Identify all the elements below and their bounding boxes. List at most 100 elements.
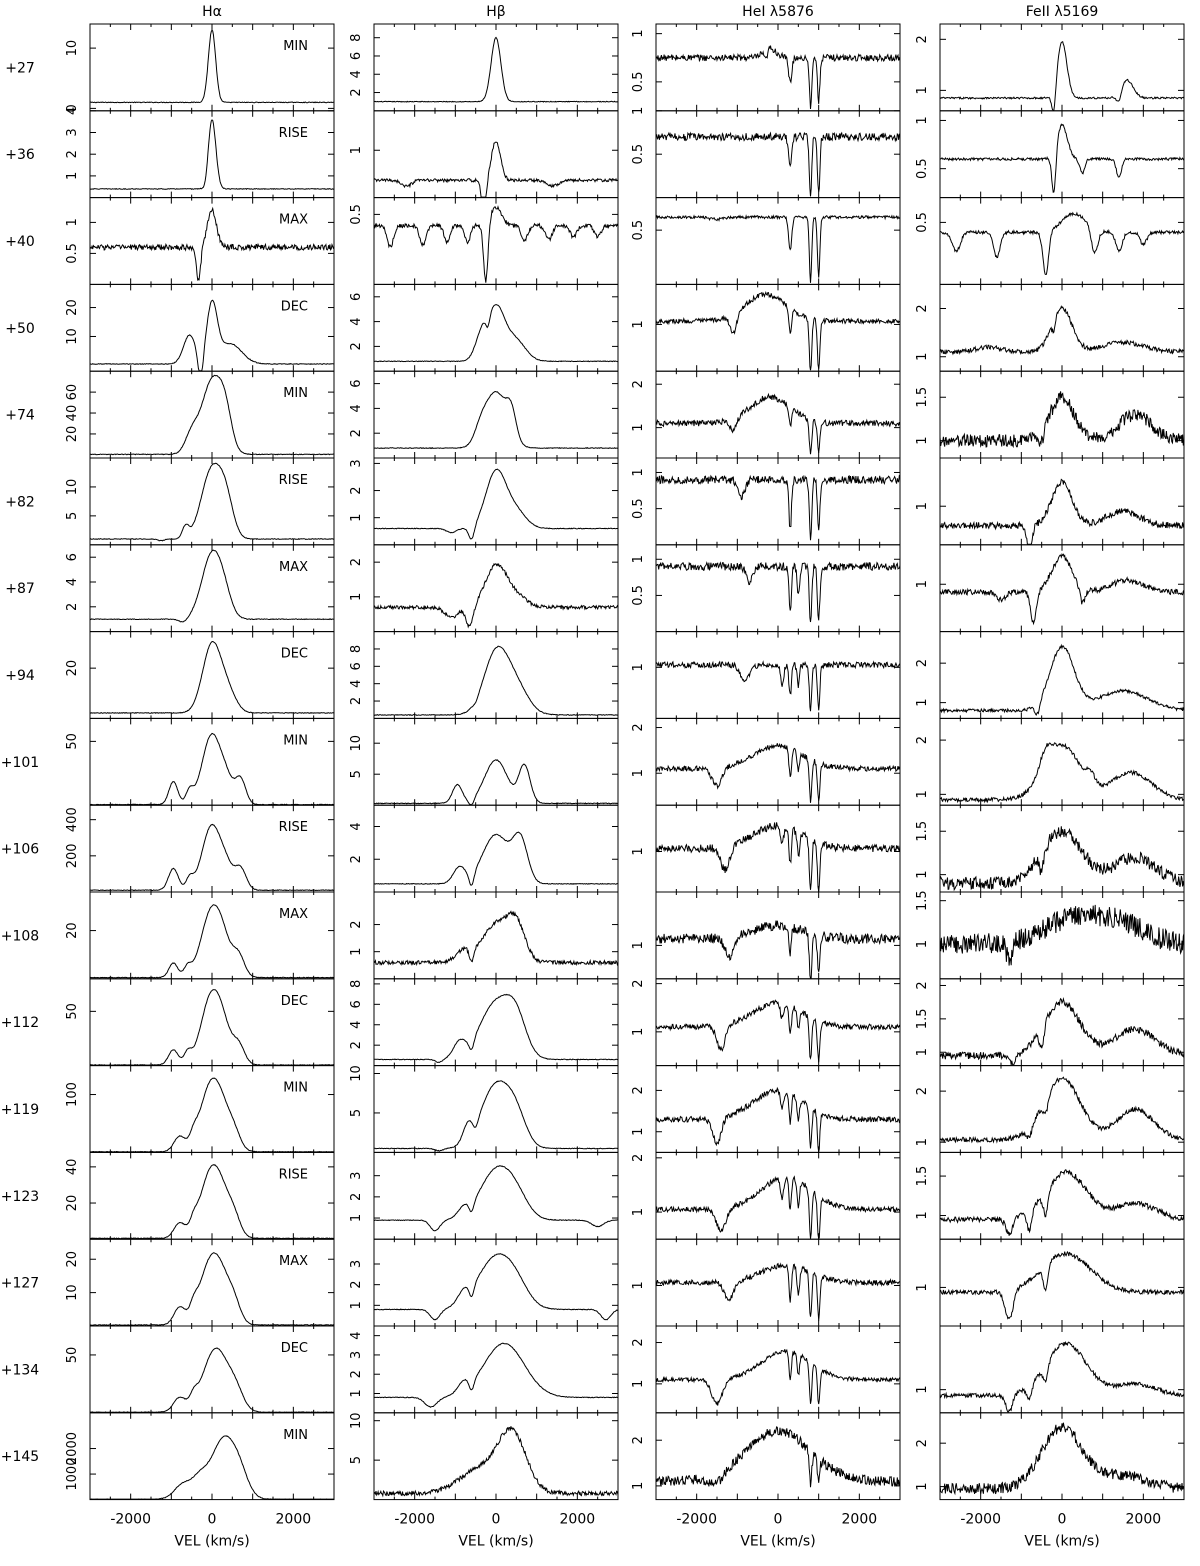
- y-tick-label: 1: [631, 1281, 646, 1289]
- column-FeII5169: 1 2 0.5 1 0.5 1 2 1 1.5 1 1 1 2 1 2 1 1.5 1 1.5 1 1.5 2 1 2 1 1.5…: [915, 23, 1185, 1550]
- panel-frame: [89, 283, 335, 372]
- y-tick-label: 1: [915, 436, 930, 444]
- phase-label: MAX: [279, 907, 308, 922]
- phase-label: MAX: [279, 213, 308, 228]
- y-tick-label: 4: [349, 680, 364, 688]
- y-tick-label: 0.5: [631, 72, 646, 93]
- y-tick-label: 50: [65, 733, 80, 750]
- y-tick-label: 10: [349, 1065, 364, 1082]
- panel-frame: [373, 1065, 619, 1153]
- y-tick-label: 6: [349, 662, 364, 670]
- spectrum-line: [655, 474, 901, 541]
- y-tick-label: 20: [65, 922, 80, 939]
- spectrum-line: [373, 1253, 619, 1321]
- y-tick-label: 40: [65, 1159, 80, 1176]
- y-tick-label: 2: [349, 429, 364, 437]
- spectrum-line: [939, 996, 1185, 1066]
- spectrum-line: [89, 549, 335, 623]
- y-tick-label: 1: [631, 468, 646, 476]
- y-tick-label: 1: [349, 514, 364, 522]
- spectrum-line: [373, 910, 619, 967]
- y-tick-label: 10: [349, 1412, 364, 1429]
- spectrum-line: [89, 1077, 335, 1153]
- spectrum-line: [373, 1165, 618, 1232]
- y-tick-label: 1.5: [915, 387, 930, 408]
- y-tick-label: 1: [915, 940, 930, 948]
- x-tick-label: 2000: [842, 1512, 878, 1528]
- y-tick-label: 2: [349, 1041, 364, 1049]
- y-tick-label: 8: [349, 645, 364, 653]
- y-tick-label: 50: [65, 1003, 80, 1020]
- spectrum-line: [373, 36, 619, 103]
- y-tick-label: 0.5: [631, 144, 646, 165]
- spectrum-line: [939, 1422, 1184, 1496]
- spectrum-line: [373, 562, 619, 629]
- y-tick-label: 3: [349, 1351, 364, 1359]
- y-tick-label: 2: [631, 1086, 646, 1094]
- y-tick-label: 5: [65, 512, 80, 520]
- y-tick-label: 6: [65, 553, 80, 561]
- y-tick-label: 8: [349, 34, 364, 42]
- spectrum-line: [374, 993, 618, 1064]
- spectrum-line: [89, 640, 335, 714]
- y-tick-label: 4: [65, 578, 80, 586]
- epoch-label: +36: [5, 147, 35, 163]
- y-tick-label: 4: [65, 107, 80, 115]
- y-tick-label: 2: [349, 1193, 364, 1201]
- spectrum-line: [939, 826, 1185, 892]
- y-tick-label: 1: [631, 769, 646, 777]
- y-tick-label: 4: [349, 404, 364, 412]
- y-tick-label: 1000: [65, 1458, 80, 1491]
- spectrum-line: [939, 1076, 1185, 1144]
- y-tick-label: 2: [65, 150, 80, 158]
- panel-frame: [655, 1412, 901, 1501]
- y-tick-label: 6: [349, 1000, 364, 1008]
- epoch-label: +82: [5, 494, 35, 510]
- epoch-label: +87: [5, 581, 35, 597]
- panel-frame: [655, 197, 901, 285]
- y-tick-label: 10: [65, 328, 80, 345]
- spectrum-line: [373, 1080, 619, 1152]
- epoch-label: +127: [1, 1276, 39, 1292]
- y-tick-label: 1: [631, 423, 646, 431]
- y-tick-label: 3: [349, 1172, 364, 1180]
- column-title: FeII λ5169: [1026, 4, 1099, 20]
- y-tick-label: 2: [349, 88, 364, 96]
- spectrum-line: [89, 904, 335, 979]
- spectrum-line: [89, 1163, 335, 1240]
- spectrum-line: [939, 904, 1185, 966]
- phase-label: DEC: [281, 299, 308, 314]
- y-tick-label: 1: [631, 320, 646, 328]
- y-tick-label: 6: [349, 379, 364, 387]
- epoch-label: +119: [1, 1102, 39, 1118]
- spectrum-line: [89, 206, 335, 281]
- y-tick-label: 2: [915, 35, 930, 43]
- spectrum-line: [373, 1342, 619, 1408]
- spectrum-line: [655, 45, 901, 110]
- phase-label: DEC: [281, 1341, 308, 1356]
- column-title: HeI λ5876: [742, 4, 814, 20]
- spectrum-line: [655, 1348, 901, 1406]
- y-tick-label: 1.5: [915, 821, 930, 842]
- y-tick-label: 2: [631, 979, 646, 987]
- x-tick-label: -2000: [394, 1512, 435, 1528]
- y-tick-label: 3: [349, 459, 364, 467]
- panel-frame: [89, 23, 335, 112]
- x-tick-label: 2000: [1126, 1512, 1162, 1528]
- spectrum-line: [89, 462, 335, 542]
- y-tick-label: 2: [915, 981, 930, 989]
- panel-frame: [939, 978, 1185, 1067]
- spectrum-line: [655, 742, 901, 803]
- y-tick-label: 1: [349, 1389, 364, 1397]
- panel-frame: [373, 717, 619, 806]
- y-tick-label: 2: [349, 486, 364, 494]
- spectrum-line: [373, 645, 618, 716]
- y-tick-label: 20: [65, 660, 80, 677]
- y-tick-label: 3: [65, 128, 80, 136]
- x-axis-label: VEL (km/s): [458, 1534, 533, 1550]
- y-tick-label: 4: [349, 70, 364, 78]
- spectrum-line: [655, 131, 901, 197]
- spectrum-line: [655, 822, 901, 892]
- epoch-label: +112: [1, 1015, 39, 1031]
- x-tick-label: -2000: [110, 1512, 151, 1528]
